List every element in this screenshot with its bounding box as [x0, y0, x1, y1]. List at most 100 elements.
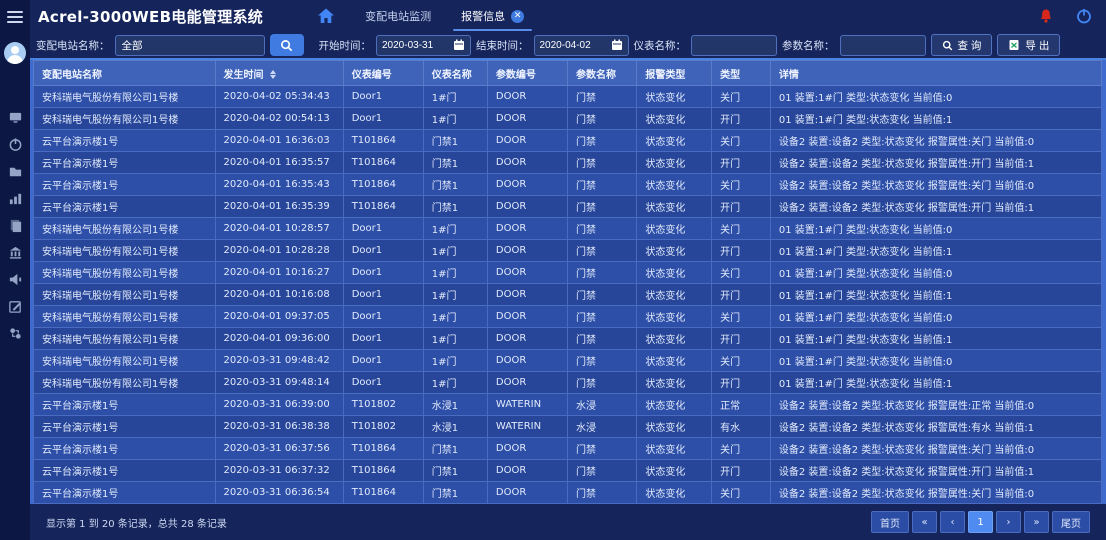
alarm-bell-icon[interactable] [1038, 8, 1054, 24]
table-row[interactable]: 云平台演示楼1号 2020-04-01 16:35:39 T101864 门禁1 DOO… [33, 195, 1102, 218]
sidebar-icon-power[interactable] [8, 137, 23, 152]
table-cell: 门禁 [566, 107, 638, 130]
station-search-button[interactable] [269, 34, 304, 56]
page-next-group-button[interactable]: » [1024, 511, 1049, 533]
table-row[interactable]: 云平台演示楼1号 2020-03-31 06:37:32 T101864 门禁1 DOO… [33, 459, 1102, 482]
sidebar-icon-chart[interactable] [8, 191, 23, 206]
table-cell: Door1 [342, 107, 424, 130]
table-cell: 云平台演示楼1号 [33, 415, 216, 438]
table-cell: Door1 [342, 85, 424, 108]
table-cell: 有水 [711, 415, 771, 438]
sidebar-icon-archive[interactable] [8, 164, 23, 179]
param-name-input[interactable] [839, 34, 926, 56]
meter-name-input[interactable] [691, 34, 777, 56]
table-cell: 云平台演示楼1号 [33, 459, 216, 482]
table-cell: 门禁 [566, 459, 638, 482]
column-header-9: 详情 [769, 60, 1102, 86]
page-prev-group-button[interactable]: « [912, 511, 937, 533]
table-cell: T101802 [342, 393, 424, 416]
sidebar-icon-config[interactable] [8, 326, 23, 341]
calendar-icon[interactable] [453, 39, 465, 51]
end-date-input[interactable] [534, 39, 611, 51]
table-cell: 状态变化 [636, 239, 713, 262]
tab-alarm-info[interactable]: 报警信息 ✕ [453, 0, 533, 32]
table-row[interactable]: 安科瑞电气股份有限公司1号楼 2020-04-01 10:28:57 Door1 1#… [33, 217, 1102, 240]
menu-toggle-icon[interactable] [7, 8, 23, 26]
table-cell: 安科瑞电气股份有限公司1号楼 [33, 217, 216, 240]
table-row[interactable]: 云平台演示楼1号 2020-04-01 16:36:03 T101864 门禁1 DOO… [33, 129, 1102, 152]
table-cell: 2020-04-01 10:16:27 [214, 261, 344, 284]
page-next-button[interactable]: › [996, 511, 1021, 533]
table-cell: 状态变化 [636, 107, 713, 130]
table-row[interactable]: 云平台演示楼1号 2020-04-01 16:35:57 T101864 门禁1 DOO… [33, 151, 1102, 174]
column-header-2[interactable]: 发生时间 [214, 60, 344, 86]
calendar-icon[interactable] [611, 39, 623, 51]
table-cell: 01 装置:1#门 类型:状态变化 当前值:0 [769, 261, 1102, 284]
table-cell: 1#门 [422, 371, 488, 394]
table-row[interactable]: 安科瑞电气股份有限公司1号楼 2020-04-01 10:16:27 Door1 1#… [33, 261, 1102, 284]
sidebar-icon-enterprise[interactable] [8, 245, 23, 260]
table-cell: 门禁1 [422, 173, 488, 196]
end-time-label: 结束时间： [476, 39, 529, 52]
table-header-row: 变配电站名称 发生时间 仪表编号 仪表名称 参数编号 参数名称 报警类型 类型 详情 [33, 60, 1102, 86]
start-date-input[interactable] [377, 39, 453, 51]
logout-icon[interactable] [1076, 8, 1092, 24]
table-cell: 状态变化 [636, 349, 713, 372]
table-cell: 状态变化 [636, 195, 713, 218]
export-button[interactable]: 导 出 [997, 34, 1061, 56]
page-prev-button[interactable]: ‹ [940, 511, 965, 533]
table-row[interactable]: 安科瑞电气股份有限公司1号楼 2020-04-01 09:36:00 Door1 1#… [33, 327, 1102, 350]
table-row[interactable]: 安科瑞电气股份有限公司1号楼 2020-04-02 05:34:43 Door1 1#… [33, 85, 1102, 108]
table-row[interactable]: 云平台演示楼1号 2020-03-31 06:38:38 T101802 水浸1 WAT… [33, 415, 1102, 438]
table-cell: DOOR [486, 481, 568, 504]
column-header-1: 变配电站名称 [33, 60, 216, 86]
table-cell: 开门 [711, 327, 771, 350]
table-cell: WATERIN [486, 415, 568, 438]
param-name-label: 参数名称： [782, 39, 835, 52]
home-icon[interactable] [317, 7, 335, 25]
page-first-button[interactable]: 首页 [871, 511, 909, 533]
page-number-button[interactable]: 1 [968, 511, 993, 533]
tab-station-monitoring[interactable]: 变配电站监测 [365, 0, 431, 32]
station-select[interactable] [114, 34, 265, 56]
table-cell: DOOR [486, 459, 568, 482]
table-cell: 状态变化 [636, 261, 713, 284]
table-cell: 关门 [711, 85, 771, 108]
table-cell: 门禁 [566, 283, 638, 306]
table-row[interactable]: 安科瑞电气股份有限公司1号楼 2020-04-01 09:37:05 Door1 1#… [33, 305, 1102, 328]
table-row[interactable]: 安科瑞电气股份有限公司1号楼 2020-03-31 09:48:14 Door1 1#… [33, 371, 1102, 394]
table-row[interactable]: 云平台演示楼1号 2020-03-31 06:37:56 T101864 门禁1 DOO… [33, 437, 1102, 460]
sort-icon[interactable] [269, 70, 276, 79]
table-cell: Door1 [342, 239, 424, 262]
table-row[interactable]: 安科瑞电气股份有限公司1号楼 2020-04-02 00:54:13 Door1 1#… [33, 107, 1102, 130]
table-row[interactable]: 云平台演示楼1号 2020-04-01 16:35:43 T101864 门禁1 DOO… [33, 173, 1102, 196]
export-button-label: 导 出 [1025, 39, 1050, 52]
sidebar-icon-dashboard[interactable] [8, 110, 23, 125]
sidebar-icon-edit[interactable] [8, 299, 23, 314]
page-last-button[interactable]: 尾页 [1052, 511, 1090, 533]
avatar[interactable] [4, 42, 26, 64]
table-row[interactable]: 安科瑞电气股份有限公司1号楼 2020-04-01 10:28:28 Door1 1#… [33, 239, 1102, 262]
table-row[interactable]: 云平台演示楼1号 2020-03-31 06:36:54 T101864 门禁1 DOO… [33, 481, 1102, 504]
table-cell: 门禁 [566, 371, 638, 394]
table-row[interactable]: 安科瑞电气股份有限公司1号楼 2020-04-01 10:16:08 Door1 1#… [33, 283, 1102, 306]
table-row[interactable]: 安科瑞电气股份有限公司1号楼 2020-03-31 09:48:42 Door1 1#… [33, 349, 1102, 372]
sidebar-icon-broadcast[interactable] [8, 272, 23, 287]
table-cell: 门禁 [566, 129, 638, 152]
table-cell: Door1 [342, 217, 424, 240]
table-cell: T101864 [342, 481, 424, 504]
table-cell: 01 装置:1#门 类型:状态变化 当前值:0 [769, 85, 1102, 108]
table-cell: DOOR [486, 129, 568, 152]
table-row[interactable]: 云平台演示楼1号 2020-03-31 06:39:00 T101802 水浸1 WAT… [33, 393, 1102, 416]
table-cell: 门禁 [566, 217, 638, 240]
table-cell: DOOR [486, 371, 568, 394]
sidebar-icon-report[interactable] [8, 218, 23, 233]
table-cell: 设备2 装置:设备2 类型:状态变化 报警属性:关门 当前值:0 [769, 129, 1102, 152]
tab-close-icon[interactable]: ✕ [511, 9, 525, 23]
table-cell: 1#门 [422, 217, 488, 240]
table-cell: 关门 [711, 261, 771, 284]
table-cell: 状态变化 [636, 481, 713, 504]
table-cell: 状态变化 [636, 173, 713, 196]
query-button[interactable]: 查 询 [930, 34, 993, 56]
